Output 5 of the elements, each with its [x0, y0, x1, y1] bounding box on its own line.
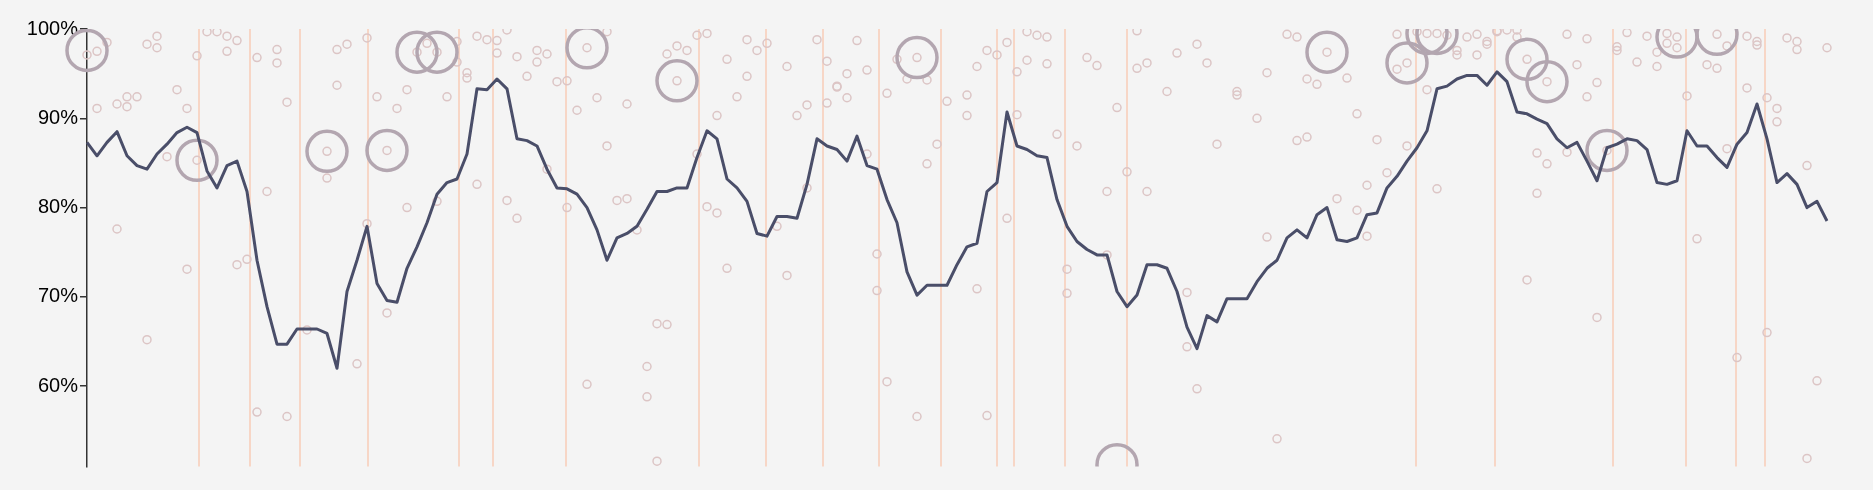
y-tick-label: 100%: [26, 16, 79, 39]
y-tick-label: 70%: [37, 284, 79, 307]
y-tick-label: 90%: [37, 105, 79, 128]
y-tick-label: 80%: [37, 195, 79, 218]
y-tick-label: 60%: [37, 373, 79, 396]
